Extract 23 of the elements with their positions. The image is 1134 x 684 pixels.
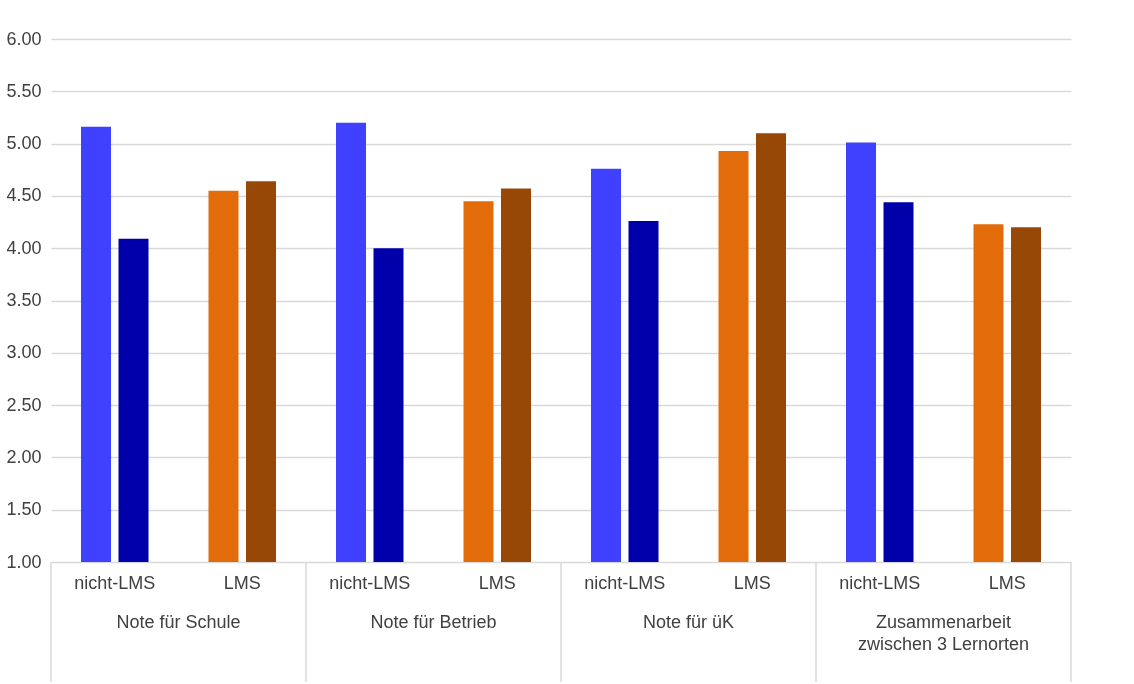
- y-tick-label: 2.50: [6, 394, 42, 415]
- text: Note für Betrieb: [370, 612, 497, 632]
- x-tick-label: nicht-LMS: [329, 572, 411, 593]
- y-tick-label: 2.00: [6, 446, 42, 467]
- y-tick-label: 4.00: [6, 237, 42, 258]
- y-tick-label: 1.00: [6, 551, 42, 572]
- y-tick-label: 1.50: [6, 499, 42, 520]
- x-tick-label: LMS: [988, 572, 1026, 593]
- text: Note für üK: [642, 612, 735, 632]
- x-tick-label: nicht-LMS: [839, 572, 921, 593]
- x-tick-label: LMS: [733, 572, 771, 593]
- text: Note für Schule: [116, 612, 241, 632]
- y-tick-label: 3.00: [6, 342, 42, 363]
- y-tick-label: 5.00: [6, 133, 42, 154]
- y-tick-label: 4.50: [6, 185, 42, 206]
- text: Zusammenarbeit zwischen 3 Lernorten: [857, 612, 1030, 654]
- x-tick-label: LMS: [478, 572, 516, 593]
- y-tick-label: 6.00: [6, 28, 42, 49]
- x-tick-label: nicht-LMS: [584, 572, 666, 593]
- y-tick-label: 5.50: [6, 80, 42, 101]
- y-tick-label: 3.50: [6, 290, 42, 310]
- x-tick-label: LMS: [223, 572, 261, 593]
- x-tick-label: nicht-LMS: [74, 572, 156, 593]
